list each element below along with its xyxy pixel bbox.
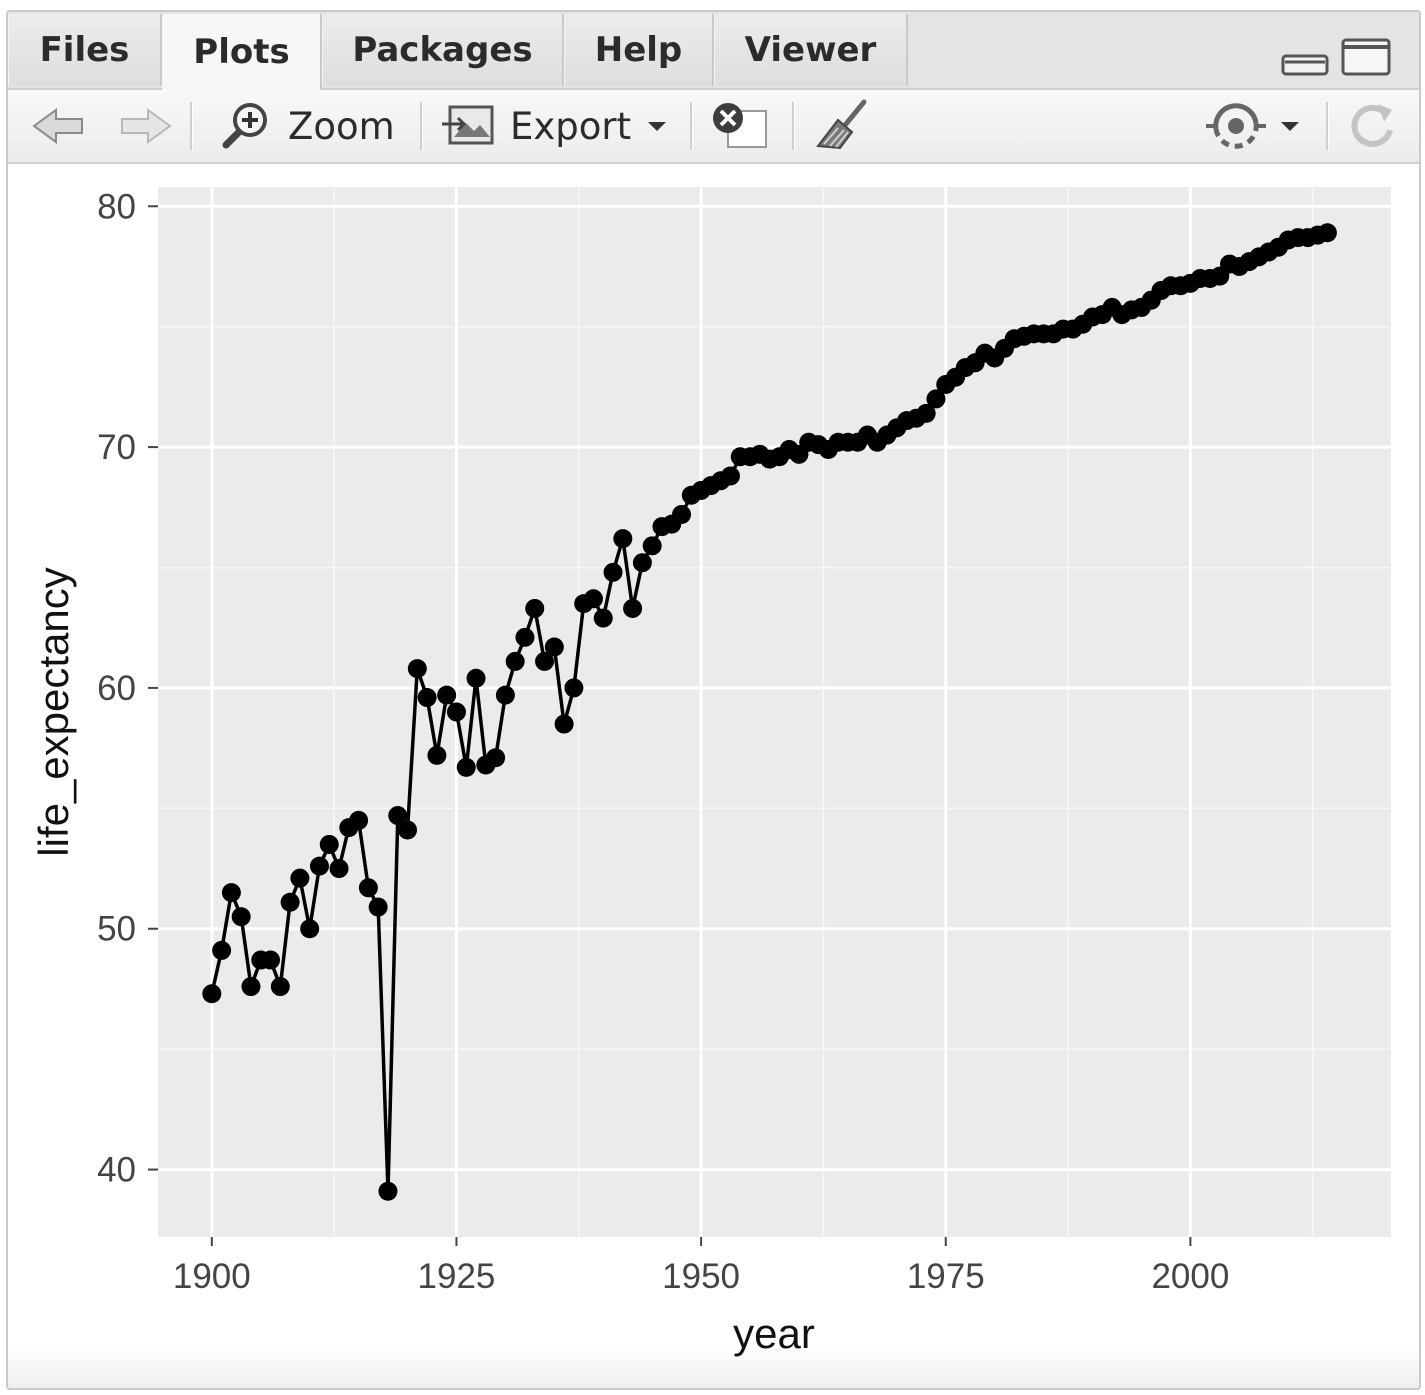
data-point [554, 714, 574, 734]
data-point [603, 562, 623, 582]
data-point [544, 637, 564, 657]
data-point [495, 685, 515, 705]
data-point [642, 536, 662, 556]
data-point [593, 608, 613, 628]
data-point [720, 466, 740, 486]
y-axis-ticks: 40 50 60 70 80 [97, 187, 158, 1190]
data-point [525, 598, 545, 618]
x-tick-label: 2000 [1151, 1257, 1229, 1296]
broom-icon [816, 99, 867, 150]
data-point [329, 859, 349, 879]
data-point [241, 977, 261, 997]
y-tick-label: 40 [97, 1151, 136, 1190]
series-layer [202, 223, 1337, 1201]
remove-plot-icon [713, 103, 767, 148]
export-label: Export [510, 104, 632, 148]
zoom-icon [222, 103, 267, 149]
forward-button[interactable] [118, 90, 172, 162]
back-arrow-icon [32, 108, 83, 144]
tab-plots[interactable]: Plots [162, 14, 322, 90]
data-point [358, 878, 378, 898]
maximize-icon[interactable] [1341, 38, 1391, 76]
export-icon [442, 105, 494, 145]
data-point [261, 950, 281, 970]
data-point [300, 919, 320, 939]
data-point [632, 553, 652, 573]
x-tick-label: 1900 [173, 1257, 251, 1296]
data-point [280, 892, 300, 912]
x-axis-ticks: 1900 1925 1950 1975 2000 [173, 1237, 1229, 1296]
data-point [368, 897, 388, 917]
refresh-button[interactable] [1346, 90, 1398, 162]
data-point [672, 505, 692, 525]
data-point [564, 678, 584, 698]
data-point [623, 598, 643, 618]
y-tick-label: 50 [97, 910, 136, 949]
data-point [202, 984, 222, 1004]
data-point [916, 403, 936, 423]
data-point [486, 748, 506, 768]
data-point [417, 688, 437, 708]
zoom-button[interactable]: Zoom [218, 90, 395, 162]
y-axis-title: life_expectancy [30, 567, 77, 857]
data-point [466, 668, 486, 688]
data-point [446, 702, 466, 722]
data-point [456, 757, 476, 777]
pane-bottom-edge [8, 1348, 1419, 1388]
data-point [212, 940, 232, 960]
data-point [926, 389, 946, 409]
data-point [535, 651, 555, 671]
data-point [221, 883, 241, 903]
data-point [437, 685, 457, 705]
data-point [378, 1181, 398, 1201]
tab-bar: Files Plots Packages Help Viewer [8, 12, 1419, 90]
chevron-down-icon [648, 122, 667, 131]
export-button[interactable]: Export [440, 90, 669, 162]
data-point [270, 977, 290, 997]
data-point [583, 589, 603, 609]
refresh-icon [1351, 104, 1393, 147]
major-gridlines [158, 187, 1391, 1237]
data-point [309, 856, 329, 876]
zoom-label: Zoom [288, 104, 395, 148]
publish-button[interactable] [1206, 90, 1302, 162]
data-point [319, 834, 339, 854]
data-point [407, 659, 427, 679]
y-tick-label: 80 [97, 187, 136, 226]
back-button[interactable] [32, 90, 86, 162]
data-point [398, 820, 418, 840]
chevron-down-icon [1281, 122, 1299, 131]
plot-toolbar: Zoom Export [8, 90, 1419, 164]
clear-plots-button[interactable] [814, 90, 870, 162]
window-controls [1281, 38, 1393, 78]
data-point [505, 651, 525, 671]
x-tick-label: 1975 [907, 1257, 985, 1296]
data-point [427, 745, 447, 765]
data-point [388, 806, 408, 826]
publish-icon [1206, 103, 1266, 149]
data-point [613, 529, 633, 549]
forward-arrow-icon [121, 108, 172, 144]
x-tick-label: 1950 [662, 1257, 740, 1296]
data-point [290, 868, 310, 888]
tab-packages[interactable]: Packages [322, 14, 564, 86]
plot-panel [158, 187, 1391, 1237]
data-point [515, 627, 535, 647]
x-axis-title: year [733, 1310, 815, 1357]
minimize-icon[interactable] [1281, 54, 1329, 76]
y-tick-label: 70 [97, 428, 136, 467]
tab-viewer[interactable]: Viewer [714, 14, 908, 86]
remove-plot-button[interactable] [710, 90, 770, 162]
data-point [231, 907, 251, 927]
data-point [1317, 223, 1337, 243]
tab-files[interactable]: Files [8, 14, 162, 86]
minor-gridlines [158, 187, 1391, 1237]
y-tick-label: 60 [97, 669, 136, 708]
x-tick-label: 1925 [418, 1257, 496, 1296]
tab-help[interactable]: Help [564, 14, 714, 86]
data-point [349, 810, 369, 830]
